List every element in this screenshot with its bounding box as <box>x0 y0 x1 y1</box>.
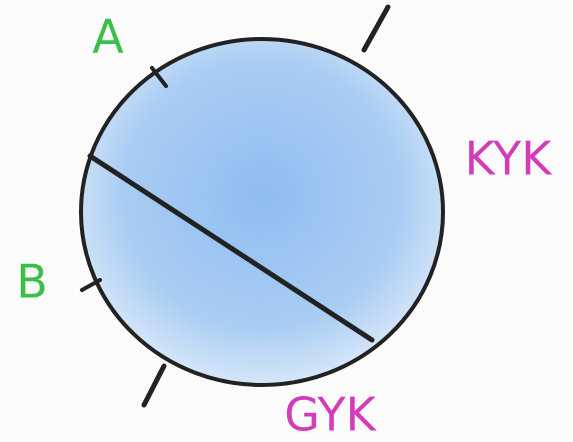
label-kyk: KYK <box>465 132 554 186</box>
axis-top <box>361 4 391 53</box>
label-gyk: GYK <box>284 388 377 442</box>
sphere <box>79 37 445 387</box>
tick-b <box>80 278 102 292</box>
label-a: A <box>92 10 124 64</box>
axis-bottom <box>141 363 167 408</box>
chord <box>87 153 375 343</box>
label-b: B <box>16 255 48 309</box>
tick-a <box>150 66 168 88</box>
